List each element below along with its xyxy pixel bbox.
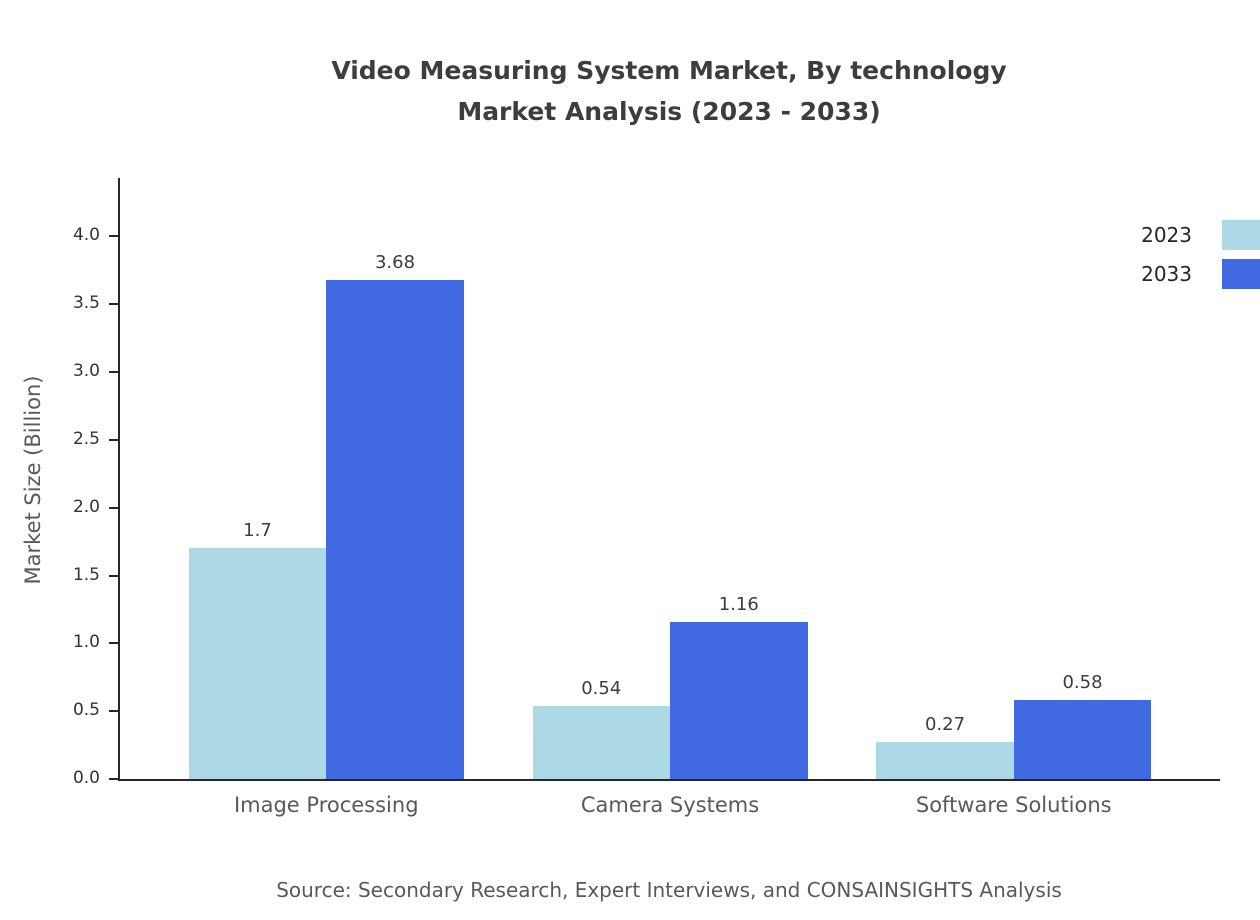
y-tick-mark	[109, 778, 118, 780]
y-tick-label: 4.0	[72, 225, 100, 246]
y-tick-mark	[109, 235, 118, 238]
bar	[1013, 700, 1152, 779]
legend: 2023 2033	[1141, 220, 1260, 289]
bar	[326, 279, 464, 779]
y-tick-label: 2.0	[72, 496, 100, 517]
y-tick-mark	[109, 506, 118, 509]
legend-item: 2033	[1141, 259, 1260, 289]
y-tick-mark	[109, 642, 118, 645]
bar-value-label: 3.68	[374, 251, 416, 273]
y-tick-mark	[109, 303, 118, 306]
chart-title-line1: Video Measuring System Market, By techno…	[331, 56, 1007, 85]
bar	[532, 705, 670, 779]
y-tick-mark	[109, 438, 118, 441]
source-note: Source: Secondary Research, Expert Inter…	[276, 878, 1062, 902]
y-axis-label: Market Size (Billion)	[21, 375, 45, 585]
x-category-label: Image Processing	[233, 793, 419, 817]
y-tick-mark	[109, 574, 118, 577]
bar-value-label: 1.7	[243, 520, 272, 542]
y-tick-mark	[109, 710, 118, 713]
y-tick-label: 0.5	[72, 700, 100, 721]
y-tick-label: 2.5	[72, 428, 100, 449]
y-tick-label: 1.5	[72, 564, 100, 585]
legend-swatch	[1222, 220, 1260, 250]
y-tick-mark	[109, 371, 118, 373]
bar-value-label: 0.54	[581, 677, 622, 699]
chart-title: Video Measuring System Market, By techno…	[118, 50, 1220, 132]
legend-item: 2023	[1141, 220, 1260, 250]
legend-swatch	[1222, 259, 1260, 289]
bar-value-label: 1.16	[718, 593, 759, 615]
legend-label: 2023	[1141, 223, 1192, 247]
plot-area: 0.0 0.5 1.0 1.5 2.0 2.5 3.0 3.5 4.0 Image Process…	[73, 178, 1220, 817]
legend-label: 2033	[1141, 262, 1192, 286]
y-tick-label: 3.5	[72, 293, 100, 314]
bar-value-label: 0.58	[1062, 672, 1103, 694]
bar	[876, 742, 1014, 779]
x-category-label: Software Solutions	[915, 793, 1112, 817]
y-tick-label: 0.0	[72, 768, 100, 788]
bar	[670, 621, 808, 779]
x-category-label: Camera Systems	[580, 793, 760, 817]
y-tick-label: 3.0	[72, 361, 100, 381]
bar	[188, 548, 327, 779]
bar-value-label: 0.27	[924, 714, 966, 736]
y-tick-label: 1.0	[72, 632, 100, 653]
chart-title-line2: Market Analysis (2023 - 2033)	[457, 97, 881, 126]
